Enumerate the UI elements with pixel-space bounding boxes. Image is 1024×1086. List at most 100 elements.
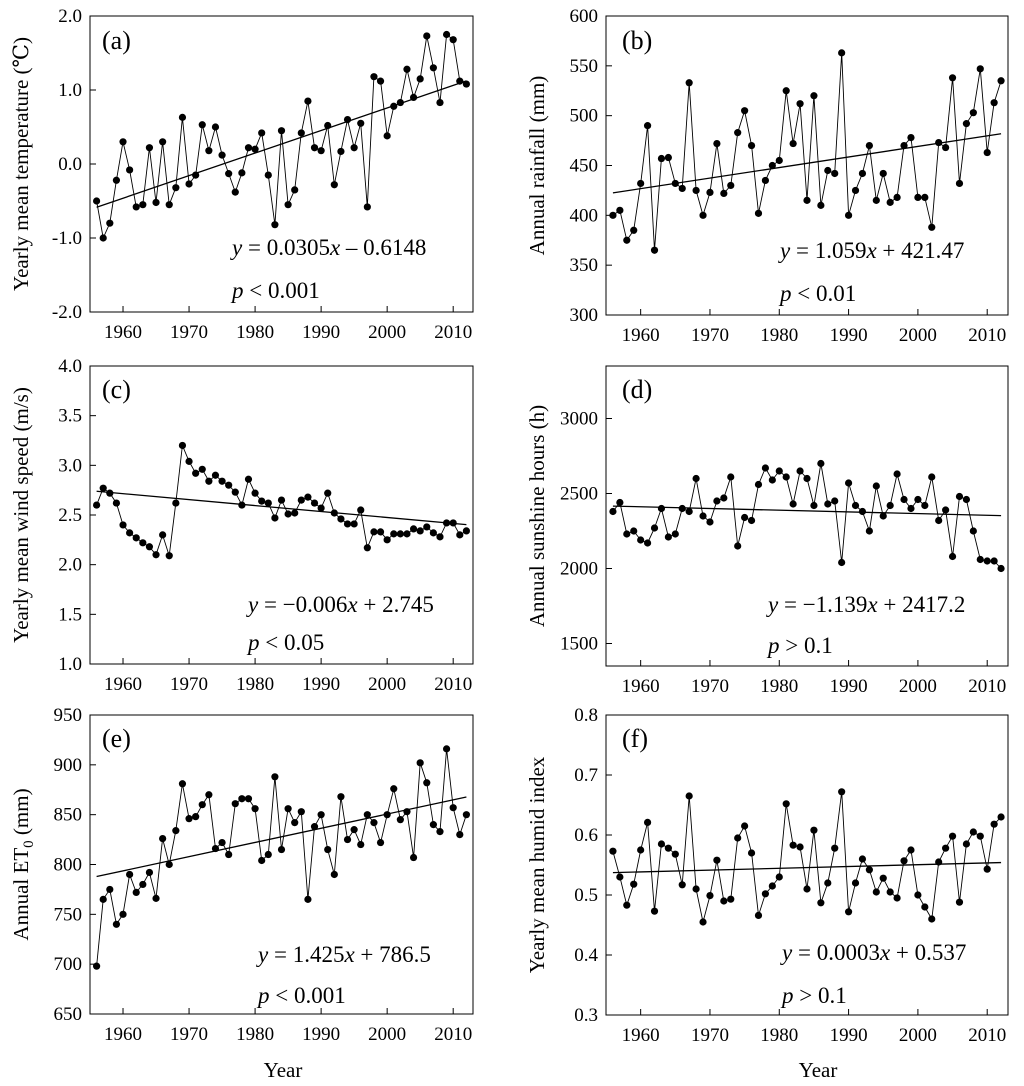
data-point (231, 188, 239, 196)
panel-label: (b) (622, 26, 652, 55)
data-point (969, 828, 977, 836)
data-point (671, 850, 679, 858)
data-point (928, 223, 936, 231)
x-tick-label: 1980 (236, 322, 274, 343)
data-point (271, 221, 279, 229)
data-point (907, 846, 915, 854)
data-point (914, 891, 922, 899)
y-tick-label: 750 (54, 904, 83, 925)
data-point (403, 808, 411, 816)
y-tick-label: 4.0 (58, 356, 82, 377)
panel-label: (c) (102, 375, 131, 404)
data-point (768, 161, 776, 170)
data-point (330, 870, 338, 879)
y-axis-label: Yearly mean temperature (℃) (9, 37, 33, 291)
plot-frame (89, 365, 474, 665)
data-point (630, 226, 638, 234)
data-point (132, 888, 140, 897)
data-point (244, 795, 253, 803)
data-point (93, 197, 101, 205)
y-tick-label: 0.4 (574, 945, 598, 966)
data-point (768, 882, 776, 890)
data-point (942, 506, 950, 514)
x-tick-label: 2000 (899, 325, 937, 346)
data-point (172, 184, 180, 192)
data-point (782, 87, 790, 95)
data-point (789, 139, 797, 148)
data-point (416, 75, 424, 83)
data-point (383, 536, 391, 544)
data-point (706, 892, 714, 900)
data-point (678, 504, 686, 513)
data-point (879, 512, 887, 520)
data-point (112, 499, 121, 507)
trend-line (96, 80, 467, 208)
panel-label: (e) (102, 724, 131, 753)
data-point (317, 504, 325, 512)
y-tick-label: 350 (570, 255, 599, 276)
data-point (106, 219, 114, 227)
data-point (962, 840, 971, 848)
data-point (775, 873, 783, 881)
trend-line (96, 490, 467, 526)
panel-b: 300 350 400 450 500 550 600 1960 1970 1980 1990 200… (525, 6, 1009, 346)
y-tick-label: 1.5 (58, 604, 82, 625)
data-point (363, 203, 371, 211)
data-point (900, 141, 908, 150)
data-point (879, 169, 887, 178)
data-point (218, 838, 226, 847)
data-point (277, 496, 286, 504)
data-point (990, 557, 998, 565)
data-point (284, 805, 292, 813)
data-point (403, 65, 411, 73)
data-point (914, 193, 922, 201)
data-point (264, 850, 272, 859)
data-point (948, 552, 957, 561)
y-tick-label: 0.7 (574, 765, 598, 786)
y-tick-label: 0.5 (574, 885, 598, 906)
data-point (886, 888, 894, 896)
data-point (264, 171, 272, 179)
panel-label: (a) (102, 26, 131, 55)
y-tick-label: 400 (570, 205, 599, 226)
data-point (126, 529, 134, 537)
data-point (893, 470, 901, 478)
data-point (112, 920, 121, 928)
data-point (720, 494, 728, 502)
data-point (789, 500, 797, 508)
y-axis-label: Yearly mean wind speed (m/s) (9, 387, 33, 643)
data-point (838, 558, 846, 567)
data-point (363, 811, 371, 819)
y-tick-label: 3.0 (58, 455, 82, 476)
data-point (178, 441, 187, 450)
x-tick-label: 1970 (691, 325, 729, 346)
data-point (152, 198, 160, 207)
data-point (99, 895, 107, 903)
data-point (955, 179, 964, 188)
plot-frame (605, 714, 1009, 1016)
data-point (350, 520, 358, 528)
data-point (838, 788, 846, 796)
data-point (775, 156, 783, 165)
trend-line (612, 861, 1002, 874)
data-point (948, 74, 957, 82)
data-point (106, 489, 114, 497)
p-value: p < 0.01 (778, 281, 856, 306)
data-point (409, 525, 418, 533)
data-point (935, 138, 943, 147)
data-point (310, 144, 319, 152)
data-point (637, 536, 645, 544)
data-point (337, 515, 345, 523)
data-point (741, 107, 749, 115)
y-tick-label: -1.0 (52, 228, 82, 249)
data-point (251, 489, 259, 497)
data-point (93, 962, 101, 970)
x-tick-label: 1970 (691, 676, 729, 697)
data-point (997, 77, 1005, 85)
panel-f: 0.3 0.4 0.5 0.6 0.7 0.8 1960 1970 1980 1990 2000 20… (525, 705, 1009, 1046)
data-point (928, 473, 936, 481)
data-point (271, 514, 279, 522)
y-tick-label: 1500 (560, 634, 598, 655)
y-tick-label: 650 (54, 1004, 83, 1025)
p-value: p > 0.1 (780, 983, 847, 1008)
